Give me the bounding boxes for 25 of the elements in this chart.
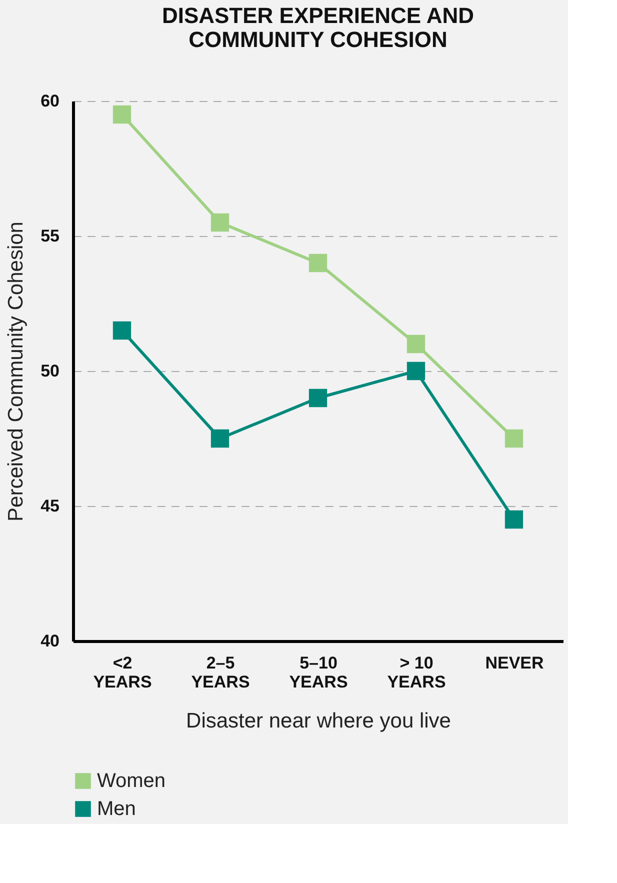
point [406,334,426,354]
y-tick-label: 50 [40,362,60,380]
x-tick-label: <2 YEARS [93,654,152,692]
legend-label: Men [97,798,136,820]
point [210,213,230,232]
point [308,254,328,272]
y-tick-label: 45 [40,496,60,516]
point [504,429,524,448]
point [504,510,524,529]
x-tick-label: NEVER [485,654,544,672]
x-tick-label: 5–10 YEARS [289,654,348,692]
x-tick-label: 2–5 YEARS [191,654,250,692]
point [112,105,132,124]
point [210,429,230,448]
chart-title: DISASTER EXPERIENCE AND COMMUNITY COHESION [162,3,474,52]
point [308,388,328,408]
x-tick-label: > 10 YEARS [387,654,446,692]
legend-label: Women [97,770,166,792]
y-tick-label: 55 [40,226,60,246]
point [406,362,426,380]
y-tick-label: 60 [40,92,60,110]
y-tick-label: 40 [40,632,60,650]
y-axis-title: Perceived Community Cohesion [4,222,28,522]
x-axis-title: Disaster near where you live [186,710,451,732]
point [112,321,132,340]
